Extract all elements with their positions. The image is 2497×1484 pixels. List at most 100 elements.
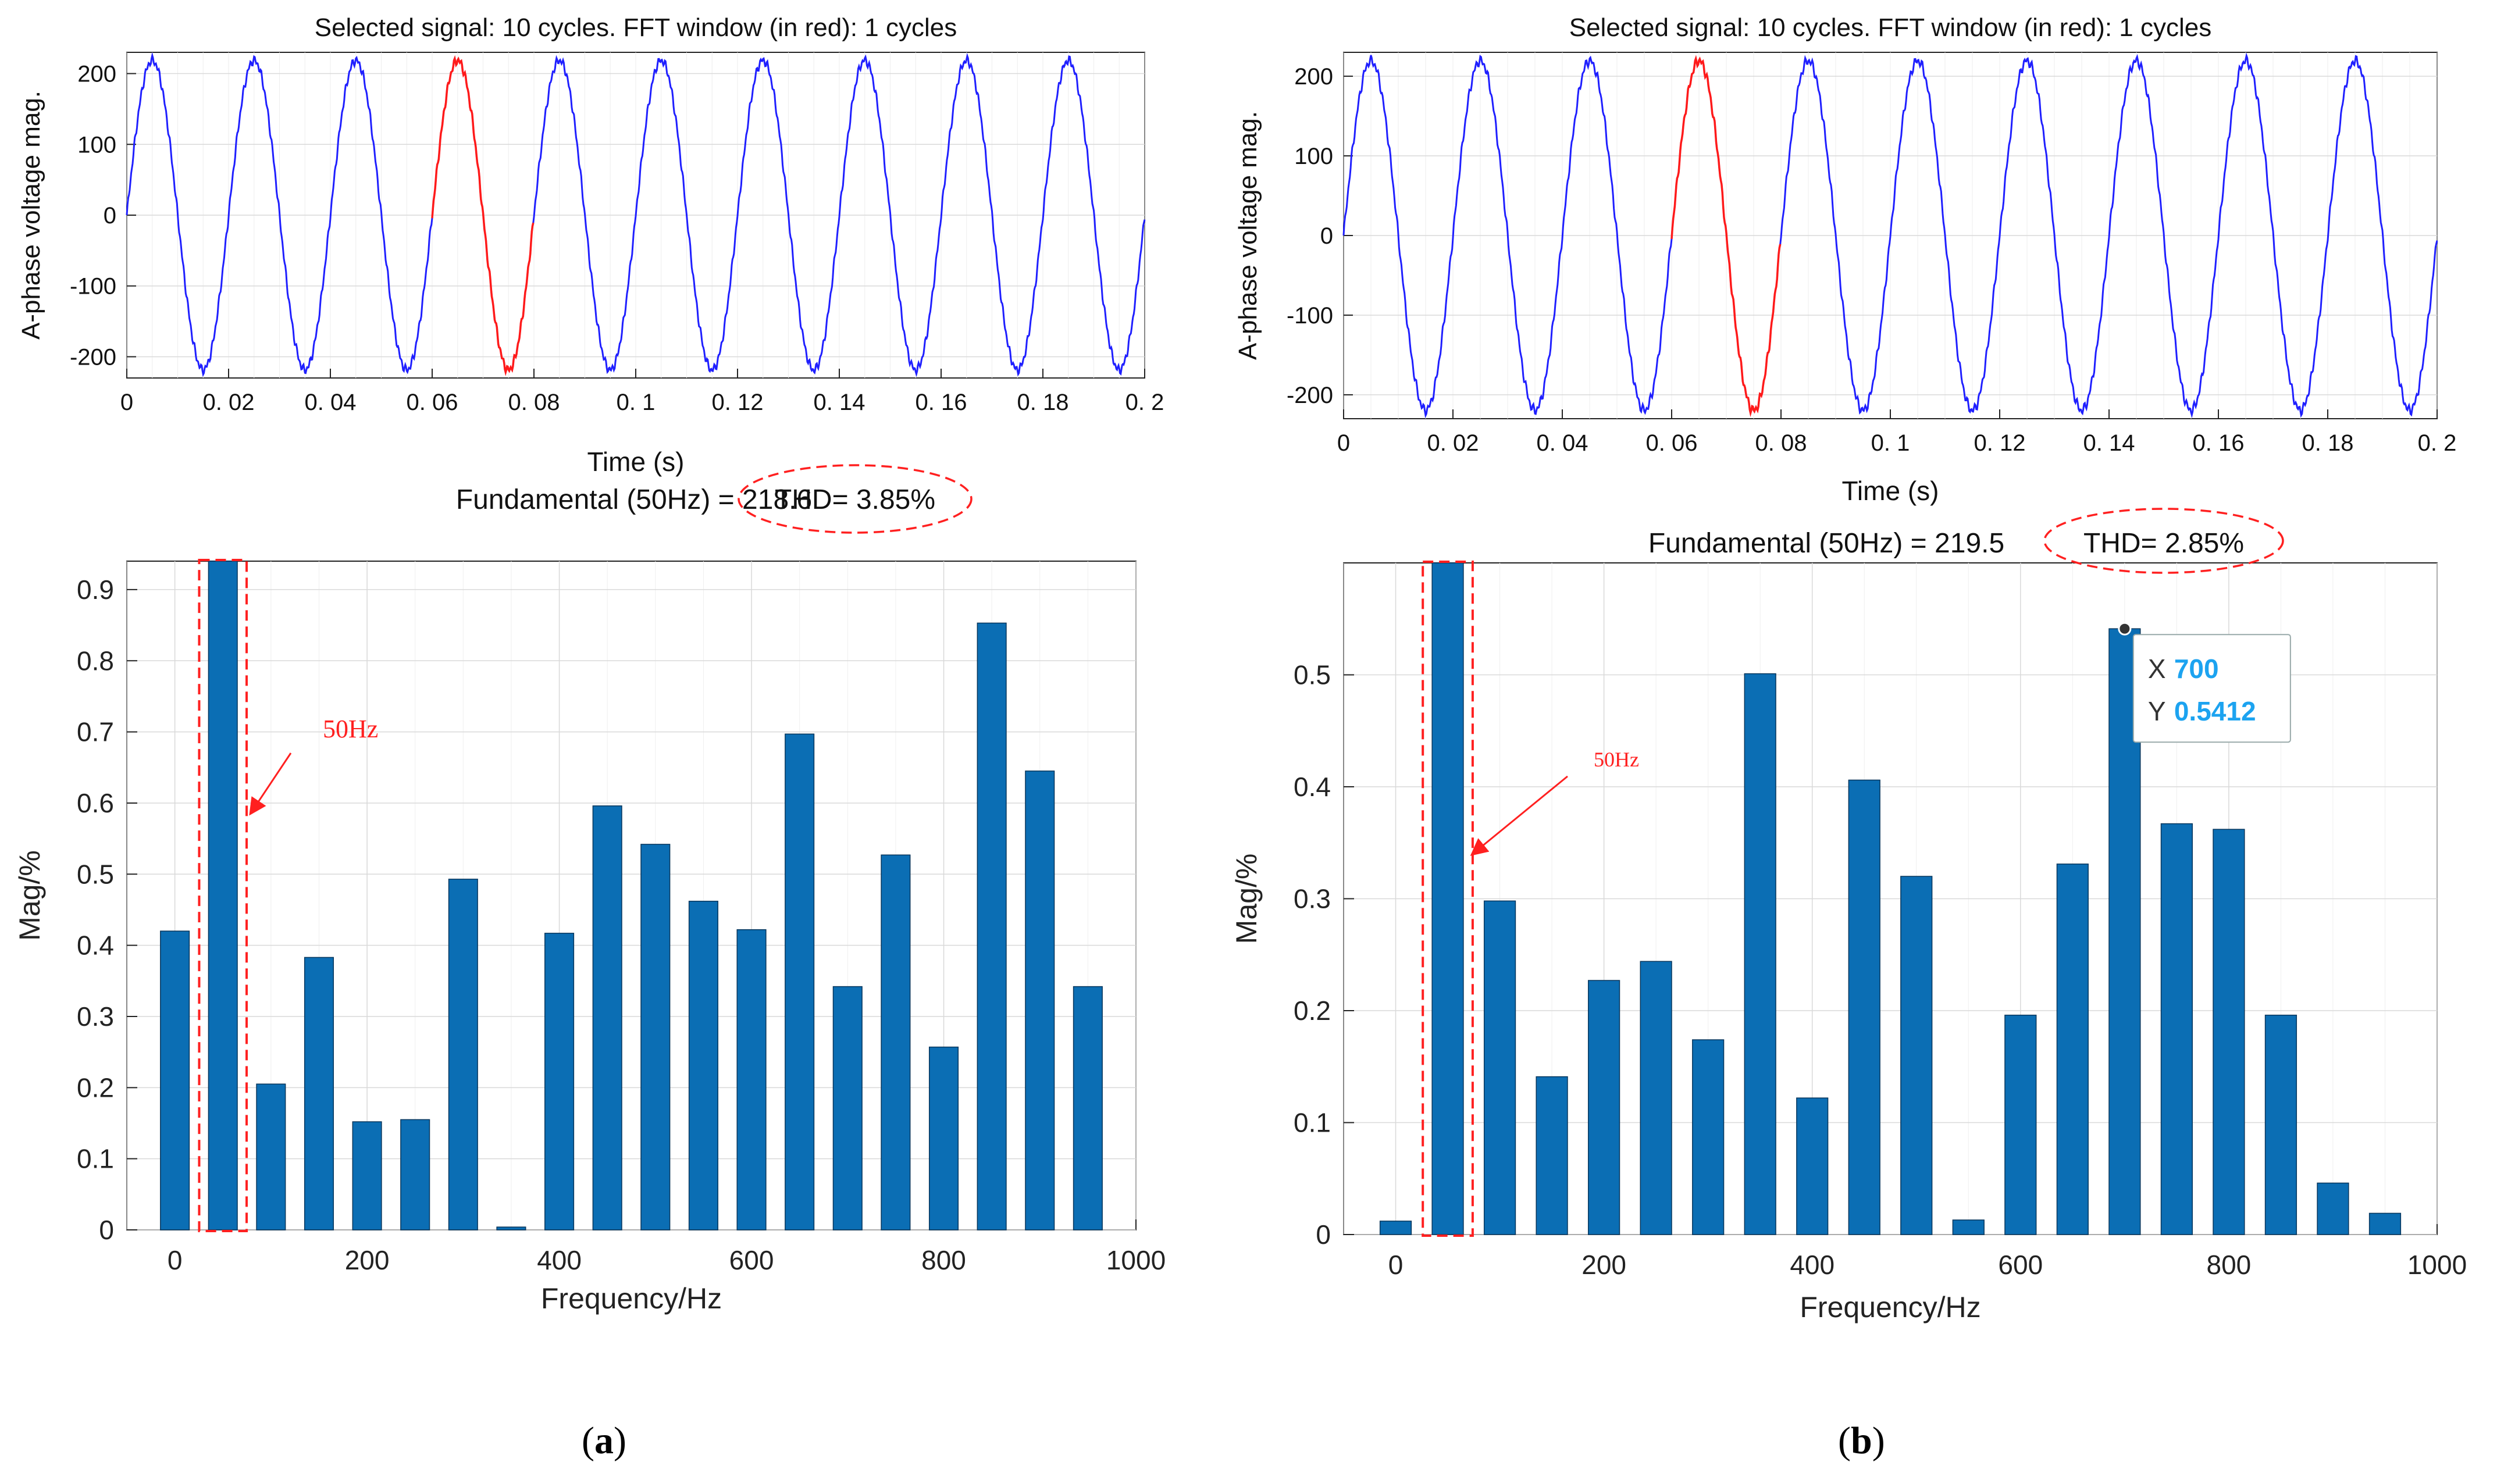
time-plot-1-xlabel: Time (s) [1842, 476, 1939, 506]
fft-plot-1-bar-900hz [2317, 1182, 2349, 1235]
fft-plot-0-xtick-label: 600 [729, 1245, 774, 1275]
fft-plot-1-thd-highlight [2043, 508, 2284, 574]
time-plot-0-signal-line [126, 52, 1146, 377]
fft-plot-0-ytick-label: 0.3 [77, 1001, 114, 1032]
fft-plot-1-ytick-label: 0.4 [1294, 772, 1331, 802]
fft-plot-0-ytick-label: 0 [99, 1215, 114, 1245]
fft-plot-0-xtick-label: 800 [921, 1245, 966, 1275]
caption-a-close: ) [613, 1419, 626, 1462]
caption-a-open: ( [582, 1419, 594, 1462]
fft-plot-0-ylabel: Mag/% [13, 850, 46, 941]
time-plot-1-xtick-label: 0. 08 [1755, 430, 1807, 456]
fft-plot-1-datatip-y-value: 0.5412 [2174, 696, 2256, 726]
fft-plot-1-bar-350hz [1744, 673, 1776, 1235]
fft-plot-1-annotation-label: 50Hz [1594, 748, 1639, 771]
time-plot-0-fft-window-line [431, 55, 535, 376]
time-plot-0-xtick-label: 0. 16 [916, 390, 967, 415]
time-plot-0-ylabel: A-phase voltage mag. [17, 91, 45, 340]
caption-b: (b) [1838, 1419, 1885, 1463]
fft-plot-1-xlabel: Frequency/Hz [1800, 1291, 1980, 1324]
fft-plot-1-bar-450hz [1848, 779, 1880, 1235]
time-plot-0-xtick-label: 0. 04 [305, 390, 357, 415]
fft-plot-1-bar-0hz [1379, 1221, 1412, 1235]
fft-plot-0-bar-650hz [785, 733, 815, 1230]
fft-plot-0-frame [126, 561, 1137, 1230]
fft-plot-1-bar-200hz [1588, 980, 1620, 1235]
fft-plot-1-bar-650hz [2056, 864, 2089, 1235]
time-plot-1-signal-line [1342, 52, 2438, 419]
fft-plot-0-ytick-label: 0.1 [77, 1144, 114, 1174]
fft-plot-1-xtick-label: 1000 [2407, 1250, 2467, 1280]
time-plot-1-xtick-label: 0 [1337, 430, 1350, 456]
time-plot-0-xtick-label: 0. 02 [203, 390, 255, 415]
fft-plot-1-ytick-label: 0 [1316, 1219, 1331, 1250]
fft-plot-1-bar-50hz [1431, 562, 1464, 1235]
fft-plot-1-ytick-label: 0.3 [1294, 884, 1331, 914]
fft-plot-0-bar-850hz [977, 622, 1007, 1230]
fft-plot-0-bar-100hz [256, 1083, 286, 1230]
fft-plot-1-datatip-marker [2118, 622, 2132, 636]
fft-plot-1-title: Fundamental (50Hz) = 219.5 [1648, 528, 2004, 559]
fft-plot-1-bar-100hz [1483, 900, 1516, 1235]
fft-plot-1-bar-250hz [1640, 961, 1672, 1235]
time-plot-0-xtick-label: 0. 18 [1017, 390, 1069, 415]
time-plot-0-xtick-label: 0. 2 [1125, 390, 1164, 415]
fft-plot-0-ytick-label: 0.9 [77, 575, 114, 605]
time-plot-1-xtick-label: 0. 04 [1537, 430, 1588, 456]
fft-plot-1-datatip-x-label: X [2148, 654, 2166, 684]
time-plot-0-ytick-label: 0 [104, 203, 116, 229]
fft-plot-1-bar-400hz [1796, 1097, 1829, 1235]
time-plot-1-xtick-label: 0. 18 [2302, 430, 2354, 456]
fft-plot-0-bar-500hz [640, 844, 671, 1230]
fft-plot-1-thd: THD= 2.85% [2083, 528, 2244, 559]
fft-plot-1-ytick-label: 0.5 [1294, 660, 1331, 690]
time-plot-0-xtick-label: 0. 14 [814, 390, 865, 415]
fft-plot-1-xtick-label: 0 [1388, 1250, 1404, 1280]
fft-plot-1-xtick-label: 800 [2207, 1250, 2252, 1280]
caption-b-letter: b [1850, 1419, 1872, 1462]
time-plot-1-xtick-label: 0. 14 [2083, 430, 2135, 456]
fft-plot-1-ylabel: Mag/% [1230, 854, 1263, 944]
fft-plot-0-bar-800hz [928, 1046, 959, 1230]
fft-plot-0-bar-550hz [688, 901, 718, 1230]
fft-plot-1-xtick-label: 200 [1581, 1250, 1626, 1280]
fft-plot-0-bar-950hz [1073, 986, 1103, 1230]
fft-plot-1: 0 200 400 600 800 1000 0 0.1 0.2 0.3 0.4 0.5 50Hz Fun… [1230, 508, 2467, 1324]
fft-plot-0-ytick-label: 0.7 [77, 717, 114, 747]
fft-plot-1-ytick-label: 0.1 [1294, 1108, 1331, 1138]
time-plot-0-xtick-label: 0. 1 [617, 390, 656, 415]
fft-plot-0-bar-400hz [544, 933, 575, 1230]
time-plot-0-ytick-label: -100 [70, 274, 116, 299]
fft-plot-0-bar-0hz [160, 930, 190, 1230]
fft-plot-0-annotation-label: 50Hz [323, 715, 378, 743]
fft-plot-0-ytick-label: 0.5 [77, 859, 114, 889]
fft-plot-1-datatip-box [2132, 634, 2291, 743]
time-plot-1-xtick-label: 0. 2 [2418, 430, 2457, 456]
fft-plot-0-xtick-label: 0 [168, 1245, 183, 1275]
time-plot-1-ytick-label: 200 [1294, 64, 1333, 90]
fft-plot-1-bar-500hz [1900, 876, 1933, 1235]
fft-plot-0-bar-150hz [304, 957, 334, 1230]
fft-plot-1-fundamental-highlight [1422, 561, 1474, 1237]
time-plot-1-ytick-label: -100 [1287, 303, 1333, 329]
fft-plot-0-thd-highlight [738, 464, 973, 534]
fft-plot-1-xtick-label: 600 [1998, 1250, 2043, 1280]
fft-plot-0-bar-50hz [208, 561, 238, 1230]
fft-plot-1-bar-550hz [1952, 1219, 1985, 1235]
caption-a-letter: a [594, 1419, 614, 1462]
time-plot-0-xtick-label: 0. 06 [407, 390, 458, 415]
fft-plot-0-bar-750hz [881, 854, 911, 1230]
time-plot-1-xtick-label: 0. 1 [1871, 430, 1910, 456]
time-plot-0-ytick-label: 100 [77, 132, 116, 158]
time-plot-1-ytick-label: -200 [1287, 383, 1333, 408]
fft-plot-1-bar-850hz [2264, 1014, 2297, 1235]
time-plot-0-xtick-label: 0. 12 [712, 390, 764, 415]
fft-plot-0-annotation-arrow [249, 752, 292, 816]
fft-plot-1-bar-950hz [2368, 1212, 2402, 1235]
fft-plot-1-ytick-label: 0.2 [1294, 996, 1331, 1026]
fft-plot-0-ytick-label: 0.2 [77, 1072, 114, 1103]
fft-plot-1-datatip-y-label: Y [2148, 696, 2166, 726]
